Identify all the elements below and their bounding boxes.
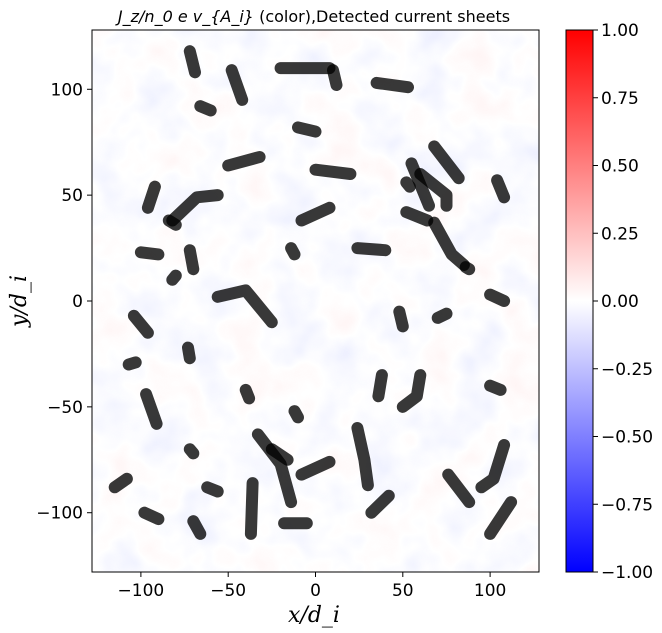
y-axis: −100 −50 0 50 100	[36, 80, 92, 524]
chart-title-math: J_z/n_0 e v_{A_i}	[115, 7, 254, 27]
current-sheet-21	[428, 140, 465, 185]
colorbar-ticks: 1.00 0.75 0.50 0.25 0.00 −0.25 −0.50 −0.75 −1.00	[593, 21, 653, 583]
current-sheets-layer	[108, 45, 518, 540]
current-sheet-8	[292, 121, 322, 138]
current-sheet-3	[194, 100, 217, 117]
current-sheet-43	[351, 422, 374, 492]
current-sheet-14	[166, 269, 182, 286]
colorbar-tick-label: 0.75	[601, 89, 639, 109]
colorbar-tick-label: −0.25	[601, 360, 653, 380]
current-sheet-39	[239, 383, 256, 405]
plot-area	[92, 30, 539, 572]
current-sheet-53	[484, 496, 518, 540]
y-tick-label: −100	[36, 504, 83, 524]
current-sheet-41	[265, 443, 294, 466]
current-sheet-9	[141, 180, 161, 214]
current-sheet-38	[484, 379, 507, 396]
y-tick-label: 50	[61, 186, 83, 206]
colorbar-tick-label: −0.75	[601, 495, 653, 515]
colorbar-tick-label: −0.50	[601, 428, 653, 448]
current-sheet-48	[187, 515, 207, 540]
current-sheet-2	[225, 64, 249, 106]
current-sheet-20	[405, 157, 435, 212]
current-sheet-5	[327, 64, 343, 91]
y-tick-label: 0	[72, 292, 83, 312]
colorbar	[565, 29, 594, 573]
x-tick-label: −50	[210, 581, 246, 601]
current-sheet-44	[365, 489, 395, 519]
current-sheet-47	[201, 481, 224, 498]
current-sheet-42	[295, 455, 336, 481]
current-sheet-19	[400, 206, 434, 227]
current-sheet-13	[183, 244, 200, 276]
colorbar-tick-label: 0.00	[601, 292, 639, 312]
current-sheet-32	[393, 305, 409, 333]
current-sheet-11	[162, 214, 182, 231]
current-sheet-36	[372, 369, 388, 403]
current-sheet-49	[244, 477, 259, 540]
current-sheet-45	[108, 472, 133, 494]
current-sheet-26	[491, 174, 511, 204]
current-sheet-46	[138, 506, 165, 526]
colorbar-tick-label: −1.00	[601, 563, 653, 583]
current-sheet-31	[140, 388, 163, 430]
x-tick-label: 50	[392, 581, 414, 601]
current-sheet-37	[396, 369, 427, 413]
current-sheet-35	[288, 405, 304, 424]
current-sheet-29	[182, 341, 196, 365]
current-sheet-10	[166, 189, 224, 227]
current-sheet-17	[285, 242, 301, 261]
y-axis-title: y/d_i	[7, 275, 32, 328]
x-tick-label: 0	[310, 581, 321, 601]
current-sheet-25	[400, 176, 416, 193]
current-sheet-51	[442, 468, 476, 509]
current-sheet-18	[351, 242, 392, 257]
current-sheet-30	[122, 356, 142, 371]
x-tick-label: −100	[118, 581, 165, 601]
current-sheet-24	[459, 261, 476, 276]
current-sheet-52	[475, 439, 511, 494]
y-tick-label: 100	[51, 80, 83, 100]
current-sheet-16	[309, 163, 357, 180]
current-sheet-1	[183, 45, 201, 79]
colorbar-tick-label: 0.25	[601, 224, 639, 244]
chart-title-rest: (color),Detected current sheets	[254, 7, 510, 26]
x-axis-title: x/d_i	[288, 603, 340, 628]
current-sheet-7	[222, 151, 266, 172]
x-axis: −100 −50 0 50 100	[118, 572, 506, 601]
current-sheet-6	[370, 76, 414, 94]
current-sheet-40	[251, 428, 298, 509]
colorbar-tick-label: 0.50	[601, 157, 639, 177]
colorbar-tick-label: 1.00	[601, 21, 639, 41]
current-sheet-15	[295, 201, 336, 227]
current-sheet-33	[431, 307, 453, 324]
current-sheet-12	[134, 246, 165, 261]
current-sheet-22	[414, 168, 453, 212]
current-sheet-34	[484, 288, 511, 307]
y-tick-label: −50	[47, 398, 83, 418]
x-tick-label: 100	[474, 581, 506, 601]
current-sheet-23	[428, 216, 470, 271]
current-sheet-28	[127, 309, 154, 339]
current-sheet-54	[183, 443, 200, 460]
field-grain	[92, 30, 539, 572]
chart-title: J_z/n_0 e v_{A_i} (color),Detected curre…	[115, 7, 510, 27]
current-sheet-27	[211, 284, 278, 329]
